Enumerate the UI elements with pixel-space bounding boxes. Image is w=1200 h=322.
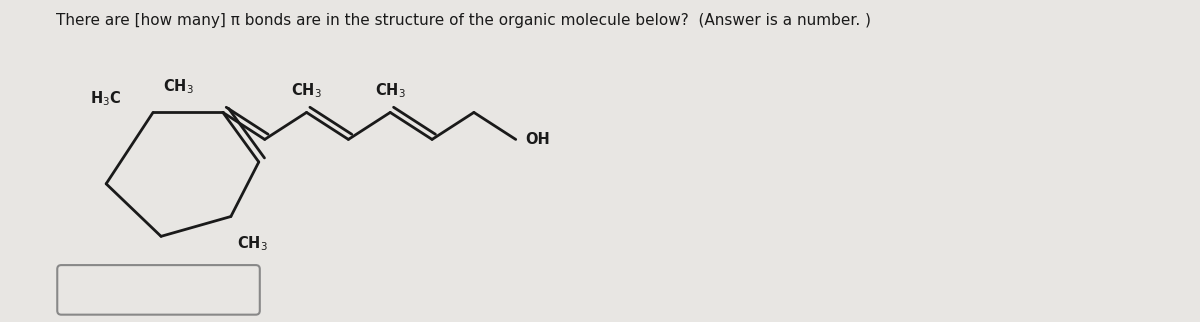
Text: OH: OH — [526, 132, 551, 147]
Text: There are [how many] π bonds are in the structure of the organic molecule below?: There are [how many] π bonds are in the … — [56, 13, 871, 28]
Text: H$_3$C: H$_3$C — [90, 89, 121, 108]
Text: CH$_3$: CH$_3$ — [236, 234, 268, 253]
FancyBboxPatch shape — [58, 265, 259, 315]
Text: CH$_3$: CH$_3$ — [163, 77, 193, 96]
Text: CH$_3$: CH$_3$ — [292, 81, 322, 99]
Text: CH$_3$: CH$_3$ — [374, 81, 406, 99]
